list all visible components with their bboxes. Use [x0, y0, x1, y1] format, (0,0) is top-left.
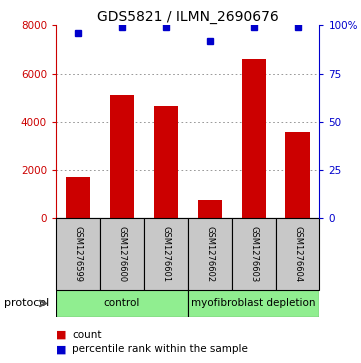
- Text: GSM1276602: GSM1276602: [205, 226, 214, 282]
- Bar: [232, 218, 275, 290]
- Text: GSM1276604: GSM1276604: [293, 226, 302, 282]
- Text: protocol: protocol: [4, 298, 49, 309]
- Bar: [188, 218, 232, 290]
- Text: control: control: [104, 298, 140, 309]
- Text: myofibroblast depletion: myofibroblast depletion: [191, 298, 316, 309]
- Bar: [100, 218, 144, 290]
- Bar: [56, 218, 100, 290]
- Bar: [56, 290, 188, 317]
- Text: count: count: [72, 330, 102, 340]
- Bar: [286, 132, 310, 218]
- Text: GSM1276600: GSM1276600: [117, 226, 126, 282]
- Text: GSM1276603: GSM1276603: [249, 226, 258, 282]
- Bar: [110, 95, 134, 218]
- Text: percentile rank within the sample: percentile rank within the sample: [72, 344, 248, 354]
- Bar: [242, 59, 266, 218]
- Bar: [188, 290, 319, 317]
- Text: GSM1276599: GSM1276599: [73, 226, 82, 282]
- Text: GSM1276601: GSM1276601: [161, 226, 170, 282]
- Title: GDS5821 / ILMN_2690676: GDS5821 / ILMN_2690676: [97, 11, 279, 24]
- Text: ■: ■: [56, 330, 66, 340]
- Bar: [275, 218, 319, 290]
- Bar: [154, 106, 178, 218]
- Bar: [197, 200, 222, 218]
- Bar: [66, 177, 90, 218]
- Text: ■: ■: [56, 344, 66, 354]
- Bar: [144, 218, 188, 290]
